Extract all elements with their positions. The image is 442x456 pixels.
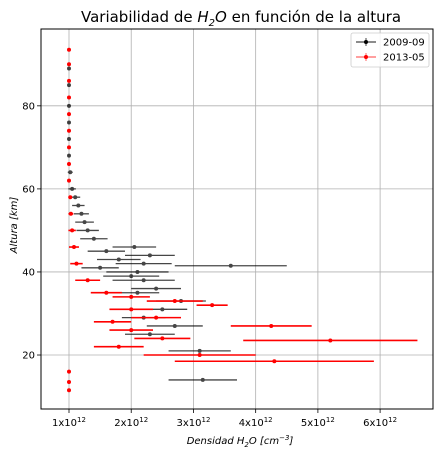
y-tick-label: 80 (22, 101, 35, 112)
data-point (129, 307, 134, 312)
plot-frame (40, 28, 434, 410)
legend-swatch-marker (364, 55, 368, 59)
data-point (272, 359, 277, 364)
data-point (197, 353, 202, 358)
data-point (67, 380, 71, 385)
data-point (85, 228, 90, 233)
data-point (67, 112, 71, 117)
legend-label: 2009-09 (383, 38, 425, 49)
data-point (129, 328, 134, 333)
data-point (132, 245, 137, 250)
series-2013-05 (67, 47, 418, 393)
data-point (129, 294, 134, 299)
data-point (116, 257, 121, 262)
data-point (67, 153, 71, 158)
data-point (67, 369, 71, 374)
data-point (104, 249, 109, 254)
data-point (85, 278, 90, 283)
y-axis-title: Altura [km] (9, 197, 20, 255)
data-point (147, 253, 152, 258)
series-layer (67, 47, 418, 393)
data-point (67, 66, 71, 71)
data-point (76, 203, 81, 208)
data-point (67, 178, 71, 183)
data-point (91, 236, 96, 241)
x-tick-label: 6x1012 (363, 416, 397, 429)
chart-title: Variabilidad de H2O en función de la alt… (81, 8, 401, 29)
data-point (172, 323, 177, 328)
data-point (71, 245, 76, 250)
data-point (70, 186, 75, 191)
x-tick-label: 4x1012 (239, 416, 273, 429)
data-point (68, 170, 73, 175)
data-point (210, 303, 215, 308)
data-point (110, 319, 115, 324)
data-point (197, 348, 202, 353)
y-tick-label: 20 (22, 351, 35, 362)
data-point (154, 286, 159, 291)
x-tick-label: 1x1012 (52, 416, 86, 429)
legend-swatch-marker (364, 40, 368, 44)
data-point (141, 261, 146, 266)
data-point (67, 103, 71, 108)
data-point (160, 336, 165, 341)
data-point (67, 137, 71, 142)
grid-lines (41, 29, 433, 409)
data-point (73, 195, 78, 200)
data-point (141, 278, 146, 283)
x-tick-label: 5x1012 (301, 416, 335, 429)
data-point (70, 228, 75, 233)
data-point (67, 128, 71, 133)
data-point (129, 274, 134, 279)
x-tick-label: 2x1012 (114, 416, 148, 429)
data-point (228, 263, 233, 268)
legend-label: 2013-05 (383, 53, 425, 64)
data-point (67, 145, 71, 150)
data-point (98, 265, 103, 270)
data-point (82, 220, 87, 225)
data-point (172, 299, 177, 304)
x-axis-title: Densidad H2O [cm−3] (187, 434, 294, 449)
data-point (67, 78, 71, 83)
data-point (116, 344, 121, 349)
data-point (135, 290, 140, 295)
data-point (328, 338, 333, 343)
data-point (269, 323, 274, 328)
series-2009-09 (67, 66, 287, 382)
data-point (160, 307, 165, 312)
x-axis: 1x1012 2x1012 3x1012 4x1012 5x1012 6x1012 (52, 409, 397, 429)
y-tick-label: 60 (22, 184, 35, 195)
x-tick-label: 3x1012 (176, 416, 210, 429)
y-tick-label: 40 (22, 267, 35, 278)
data-point (68, 211, 73, 216)
data-point (135, 269, 140, 274)
data-point (67, 388, 71, 393)
data-point (67, 161, 71, 166)
data-point (79, 211, 84, 216)
data-point (147, 332, 152, 337)
data-point (67, 83, 71, 88)
data-point (200, 377, 205, 382)
data-point (68, 195, 73, 200)
data-point (67, 95, 71, 100)
legend: 2009-09 2013-05 (350, 32, 430, 68)
data-point (67, 120, 71, 125)
data-point (74, 261, 79, 266)
data-point (154, 315, 159, 320)
data-point (67, 62, 71, 67)
data-point (104, 290, 109, 295)
y-axis: 20 40 60 80 (22, 101, 41, 362)
data-point (67, 47, 71, 52)
